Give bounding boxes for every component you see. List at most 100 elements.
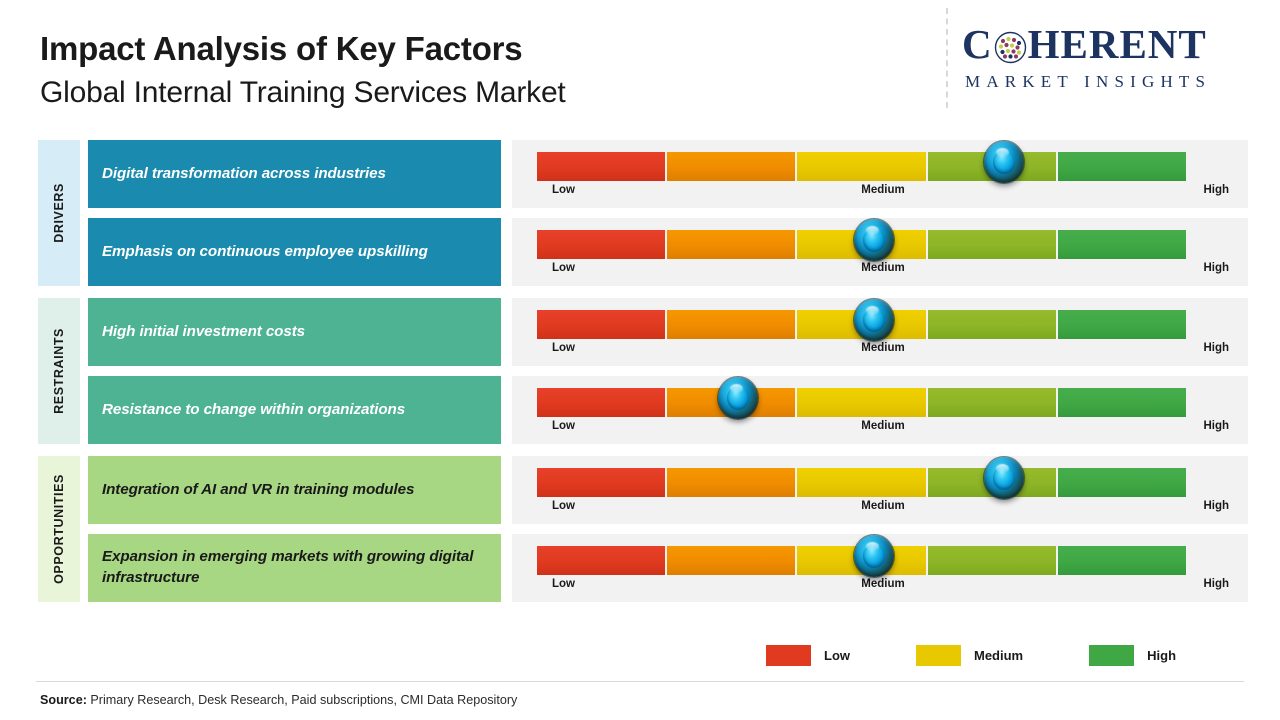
gauge-segment-5 bbox=[1057, 310, 1187, 339]
gauge-segment-1 bbox=[537, 468, 666, 497]
gauge-label-medium: Medium bbox=[861, 578, 905, 590]
page-title: Impact Analysis of Key Factors bbox=[40, 30, 523, 67]
gauge-segment-1 bbox=[537, 546, 666, 575]
legend-label: Medium bbox=[974, 648, 1024, 663]
category-column-opportunities: OPPORTUNITIES bbox=[38, 456, 80, 602]
factor-label: Digital transformation across industries bbox=[102, 164, 386, 182]
impact-gauge-row: Low Medium High bbox=[512, 140, 1248, 208]
gauge-segment-3 bbox=[797, 152, 926, 181]
gauge-segment-4 bbox=[927, 310, 1056, 339]
impact-gauge-row: Low Medium High bbox=[512, 456, 1248, 524]
gauge-scale-labels: Low Medium High bbox=[537, 342, 1229, 360]
factor-label: Resistance to change within organization… bbox=[102, 400, 406, 418]
gauge-label-high: High bbox=[1203, 500, 1229, 512]
gauge-label-high: High bbox=[1203, 342, 1229, 354]
gauge-label-low: Low bbox=[552, 184, 575, 196]
logo-wordmark: C bbox=[962, 24, 1262, 65]
gauge-segment-3 bbox=[797, 388, 926, 417]
gauge-segment-1 bbox=[537, 388, 666, 417]
legend-label: High bbox=[1147, 648, 1177, 663]
factor-box[interactable]: Expansion in emerging markets with growi… bbox=[88, 534, 501, 602]
factor-box[interactable]: Emphasis on continuous employee upskilli… bbox=[88, 218, 501, 286]
gauge-segment-5 bbox=[1057, 152, 1187, 181]
impact-marker[interactable] bbox=[984, 141, 1025, 183]
gauge-segment-2 bbox=[667, 152, 796, 181]
factor-box[interactable]: Resistance to change within organization… bbox=[88, 376, 501, 444]
gauge-scale-labels: Low Medium High bbox=[537, 420, 1229, 438]
impact-matrix: DRIVERS Digital transformation across ind… bbox=[0, 140, 1280, 610]
gauge-label-high: High bbox=[1203, 420, 1229, 432]
impact-gauge-bar bbox=[537, 468, 1187, 497]
gauge-scale-labels: Low Medium High bbox=[537, 262, 1229, 280]
gauge-scale-labels: Low Medium High bbox=[537, 578, 1229, 596]
footer-divider bbox=[36, 681, 1244, 682]
gauge-segment-1 bbox=[537, 152, 666, 181]
category-column-drivers: DRIVERS bbox=[38, 140, 80, 286]
gauge-label-low: Low bbox=[552, 342, 575, 354]
gauge-label-low: Low bbox=[552, 500, 575, 512]
source-line: Source: Primary Research, Desk Research,… bbox=[40, 693, 517, 707]
gauge-label-medium: Medium bbox=[861, 500, 905, 512]
globe-icon bbox=[994, 30, 1027, 64]
legend-item: High bbox=[1089, 645, 1176, 666]
gauge-segment-5 bbox=[1057, 388, 1187, 417]
gauge-segment-5 bbox=[1057, 468, 1187, 497]
gauge-segment-3 bbox=[797, 468, 926, 497]
gauge-label-high: High bbox=[1203, 578, 1229, 590]
gauge-label-medium: Medium bbox=[861, 420, 905, 432]
gauge-label-high: High bbox=[1203, 184, 1229, 196]
factor-box[interactable]: Integration of AI and VR in training mod… bbox=[88, 456, 501, 524]
impact-marker[interactable] bbox=[718, 377, 759, 419]
gauge-segment-2 bbox=[667, 230, 796, 259]
impact-gauge-bar bbox=[537, 546, 1187, 575]
factor-box[interactable]: Digital transformation across industries bbox=[88, 140, 501, 208]
title-block: Impact Analysis of Key Factors Global In… bbox=[40, 30, 566, 112]
gauge-segment-2 bbox=[667, 468, 796, 497]
impact-marker[interactable] bbox=[854, 299, 895, 341]
gauge-segment-1 bbox=[537, 230, 666, 259]
source-text: Primary Research, Desk Research, Paid su… bbox=[86, 693, 518, 707]
factor-label: Emphasis on continuous employee upskilli… bbox=[102, 242, 428, 260]
impact-marker[interactable] bbox=[854, 219, 895, 261]
impact-gauge-row: Low Medium High bbox=[512, 218, 1248, 286]
category-label: DRIVERS bbox=[52, 183, 66, 243]
impact-gauge-bar bbox=[537, 152, 1187, 181]
gauge-segment-5 bbox=[1057, 230, 1187, 259]
gauge-scale-labels: Low Medium High bbox=[537, 184, 1229, 202]
factor-box[interactable]: High initial investment costs bbox=[88, 298, 501, 366]
gauge-label-low: Low bbox=[552, 262, 575, 274]
factor-label: High initial investment costs bbox=[102, 322, 306, 340]
legend-item: Medium bbox=[916, 645, 1023, 666]
impact-marker[interactable] bbox=[854, 535, 895, 577]
gauge-label-low: Low bbox=[552, 578, 575, 590]
category-label: RESTRAINTS bbox=[52, 328, 66, 414]
logo-letter-c: C bbox=[962, 21, 993, 67]
impact-gauge-row: Low Medium High bbox=[512, 534, 1248, 602]
gauge-segment-4 bbox=[927, 546, 1056, 575]
gauge-label-medium: Medium bbox=[861, 184, 905, 196]
gauge-segment-2 bbox=[667, 310, 796, 339]
legend-item: Low bbox=[766, 645, 850, 666]
header: Impact Analysis of Key Factors Global In… bbox=[0, 0, 1280, 128]
gauge-label-high: High bbox=[1203, 262, 1229, 274]
gauge-segment-4 bbox=[927, 230, 1056, 259]
impact-gauge-row: Low Medium High bbox=[512, 298, 1248, 366]
gauge-segment-2 bbox=[667, 546, 796, 575]
source-label: Source: bbox=[40, 693, 87, 707]
legend-label: Low bbox=[824, 648, 850, 663]
impact-gauge-row: Low Medium High bbox=[512, 376, 1248, 444]
page-subtitle: Global Internal Training Services Market bbox=[40, 75, 566, 109]
legend: Low Medium High bbox=[766, 645, 1176, 666]
impact-marker[interactable] bbox=[984, 457, 1025, 499]
gauge-label-medium: Medium bbox=[861, 262, 905, 274]
category-label: OPPORTUNITIES bbox=[52, 474, 66, 584]
logo-tagline: MARKET INSIGHTS bbox=[965, 72, 1212, 91]
gauge-segment-5 bbox=[1057, 546, 1187, 575]
gauge-scale-labels: Low Medium High bbox=[537, 500, 1229, 518]
gauge-segment-1 bbox=[537, 310, 666, 339]
legend-swatch bbox=[1089, 645, 1135, 666]
gauge-label-medium: Medium bbox=[861, 342, 905, 354]
gauge-segment-4 bbox=[927, 388, 1056, 417]
header-divider bbox=[946, 8, 948, 108]
